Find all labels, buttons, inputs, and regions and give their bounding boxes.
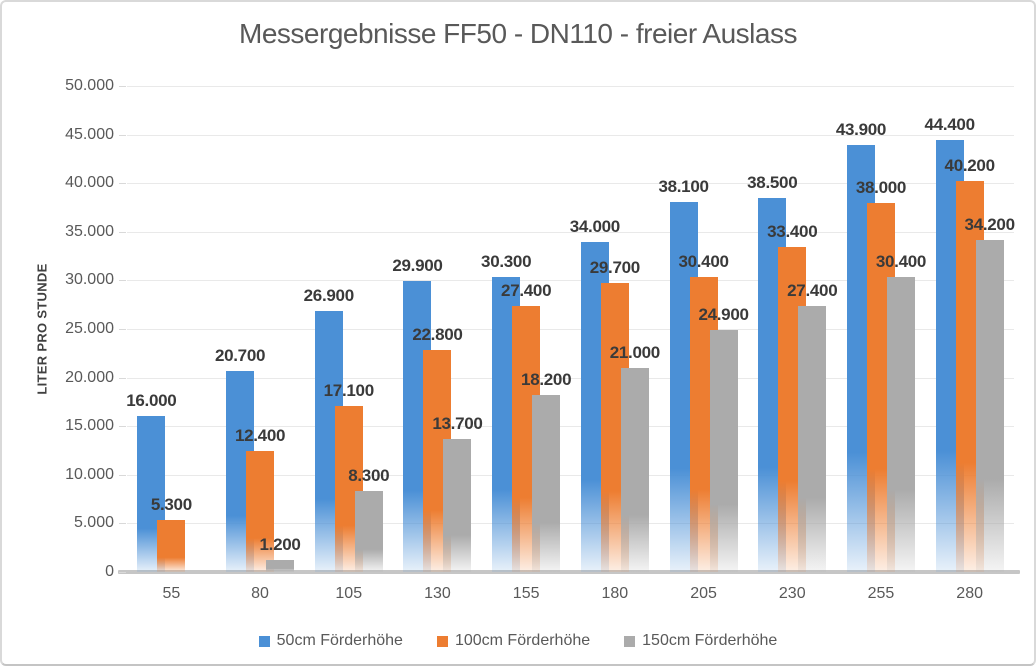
gridline [127,280,1014,282]
bar-data-label: 8.300 [348,466,390,486]
y-tick-mark [119,183,126,185]
y-tick-mark [119,280,126,282]
chart-title: Messergebnisse FF50 - DN110 - freier Aus… [239,18,797,49]
y-tick-mark [119,377,126,379]
y-tick-label: 15.000 [65,417,114,435]
legend-marker-icon [258,635,270,647]
y-tick-mark [119,329,126,330]
legend-marker-icon [436,635,448,647]
x-tick-label: 230 [778,585,806,602]
bar-data-label: 16.000 [126,391,177,411]
bar-data-label: 21.000 [609,342,661,362]
x-tick-label: 280 [956,585,983,602]
y-tick-mark [119,86,126,87]
y-tick-label: 25.000 [65,320,114,337]
bar-data-label: 34.000 [569,216,621,236]
bar-data-label: 22.800 [412,325,463,345]
bar-data-label: 1.200 [259,535,301,555]
bar-data-label: 38.100 [658,176,709,196]
bar-data-label: 18.200 [521,370,572,390]
gridline [127,329,1014,330]
bar-data-label: 12.400 [234,426,286,446]
x-tick-label: 180 [601,585,629,602]
bar-data-label: 44.400 [924,115,976,135]
plot-area: 16.000 5.300 20.700 12.400 1.200 26.900 17.100… [126,86,1016,572]
legend-item: 100cm Förderhöhe [436,632,591,650]
y-tick-label: 10.000 [65,465,114,483]
gridline [127,183,1014,185]
y-tick-mark [119,523,126,525]
y-tick-label: 45.000 [65,125,114,143]
legend-label: 50cm Förderhöhe [276,632,403,649]
gridline [127,86,1014,87]
legend-marker-icon [624,635,636,647]
legend-label: 100cm Förderhöhe [454,632,591,649]
gridline [127,377,1014,379]
y-tick-label: 40.000 [65,174,114,192]
y-tick-mark [119,572,126,573]
legend-item: 150cm Förderhöhe [624,632,777,650]
bar-data-label: 5.300 [150,495,192,515]
x-tick-label: 255 [867,585,895,602]
bar-data-label: 29.900 [392,256,443,276]
bar [620,367,649,572]
bar-data-label: 29.700 [589,258,641,278]
bar [443,438,472,572]
gridline [127,474,1014,476]
legend-label: 150cm Förderhöhe [642,632,778,649]
bar [266,560,295,572]
x-axis-line [118,570,1020,574]
bar-data-label: 33.400 [767,222,818,242]
x-tick-label: 130 [424,585,451,602]
bar [157,520,186,572]
y-tick-mark [119,231,126,233]
bar-data-label: 27.400 [501,280,552,300]
y-tick-label: 0 [105,563,114,580]
bar-data-label: 30.400 [678,251,729,271]
bar-data-label: 17.100 [323,380,375,400]
y-tick-label: 5.000 [73,514,114,532]
y-tick-label: 35.000 [65,222,114,240]
bar-data-label: 30.400 [875,251,927,271]
bar [532,395,561,572]
bar [354,491,383,572]
gridline [127,426,1014,428]
x-tick-label: 205 [690,585,717,602]
x-tick-label: 55 [162,585,181,602]
x-tick-label: 105 [335,585,363,602]
y-tick-label: 50.000 [65,77,114,94]
bar-data-label: 27.400 [787,280,838,300]
bar-data-label: 30.300 [481,252,532,272]
bar [709,329,738,572]
y-tick-mark [119,134,126,136]
bar-data-label: 43.900 [835,120,887,140]
bar-data-label: 38.000 [855,177,907,197]
bar [798,305,827,572]
gridline [127,134,1014,136]
bar [246,451,275,572]
y-tick-label: 30.000 [65,271,114,289]
bar-data-label: 13.700 [432,413,483,433]
y-tick-label: 20.000 [65,368,114,386]
x-tick-label: 80 [251,585,269,602]
x-tick-label: 155 [512,585,540,602]
bar-data-label: 26.900 [303,285,355,305]
gridline [127,231,1014,233]
bar [886,276,915,572]
bar-data-label: 34.200 [964,214,1016,234]
y-tick-mark [119,474,126,476]
gridline [127,523,1014,525]
y-tick-mark [119,426,126,428]
bar-data-label: 40.200 [944,156,996,176]
bar-data-label: 38.500 [747,172,798,192]
bar [975,239,1004,572]
legend-item: 50cm Förderhöhe [258,632,403,650]
legend: 50cm Förderhöhe 100cm Förderhöhe 150cm För… [2,632,1034,650]
bar-data-label: 24.900 [698,304,749,324]
bar-data-label: 20.700 [214,345,266,365]
